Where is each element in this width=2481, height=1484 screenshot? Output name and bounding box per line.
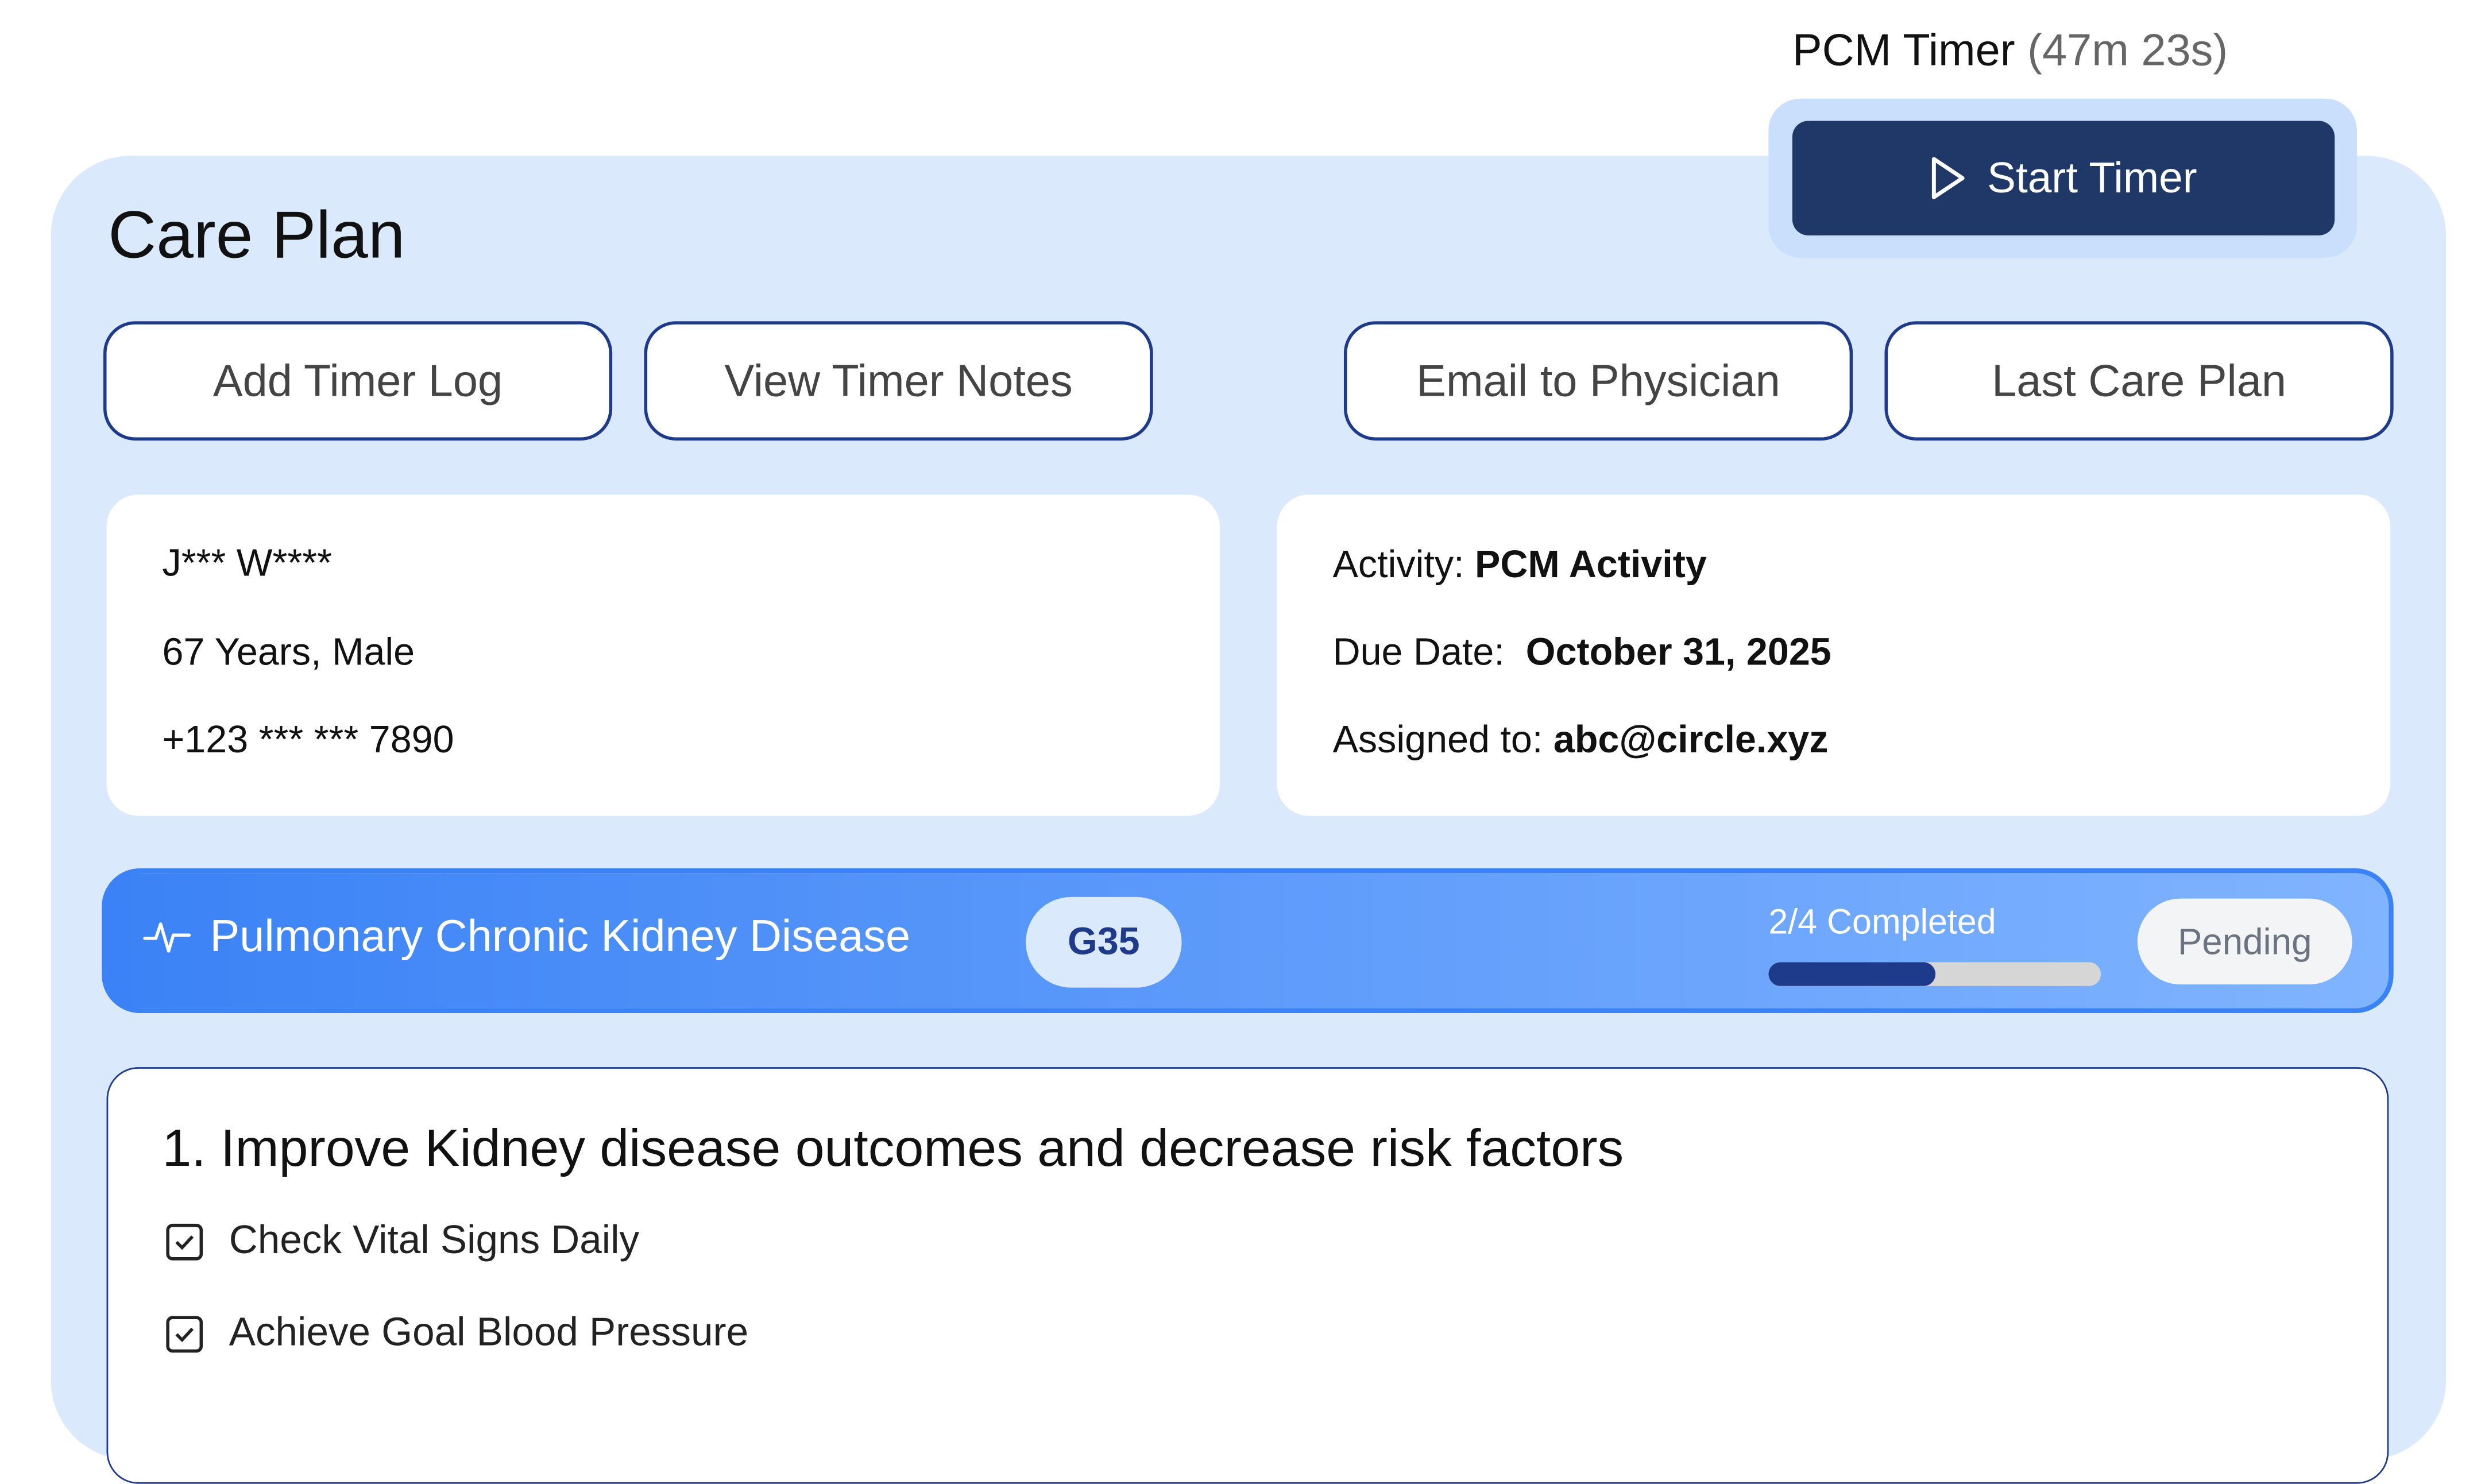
add-timer-log-button[interactable]: Add Timer Log — [103, 321, 613, 441]
activity-label: Activity: — [1332, 544, 1464, 587]
patient-phone: +123 *** *** 7890 — [162, 718, 454, 762]
goal-item-label: Check Vital Signs Daily — [229, 1218, 640, 1263]
patient-name: J*** W**** — [162, 542, 332, 586]
checkbox-checked-icon[interactable] — [165, 1222, 203, 1260]
due-date-value: October 31, 2025 — [1525, 631, 1831, 675]
condition-code-badge: G35 — [1026, 896, 1182, 988]
pcm-timer-label: PCM Timer (47m 23s) — [1792, 25, 2228, 76]
goal-item-label: Achieve Goal Blood Pressure — [229, 1310, 749, 1355]
goal-item[interactable]: Achieve Goal Blood Pressure — [165, 1311, 748, 1357]
progress-bar — [1768, 962, 2101, 986]
due-date-row: Due Date: October 31, 2025 — [1333, 631, 1831, 676]
due-date-label: Due Date: — [1332, 631, 1505, 675]
timer-elapsed: (47m 23s) — [2027, 25, 2228, 75]
assigned-value: abc@circle.xyz — [1553, 718, 1829, 762]
progress-text: 2/4 Completed — [1768, 902, 1996, 942]
activity-row: Activity: PCM Activity — [1333, 544, 1707, 589]
condition-name: Pulmonary Chronic Kidney Disease — [210, 911, 911, 961]
assigned-row: Assigned to: abc@circle.xyz — [1333, 719, 1829, 764]
page-title: Care Plan — [108, 197, 405, 272]
timer-title: PCM Timer — [1792, 25, 2015, 75]
activity-card: Activity: PCM Activity Due Date: October… — [1277, 494, 2391, 816]
progress-fill — [1768, 962, 1935, 986]
view-timer-notes-button[interactable]: View Timer Notes — [644, 321, 1153, 441]
patient-card: J*** W**** 67 Years, Male +123 *** *** 7… — [106, 494, 1220, 816]
last-care-plan-button[interactable]: Last Care Plan — [1884, 321, 2394, 441]
play-icon — [1933, 157, 1965, 199]
activity-value: PCM Activity — [1475, 544, 1707, 587]
goal-title: 1. Improve Kidney disease outcomes and d… — [162, 1118, 1624, 1177]
activity-pulse-icon — [143, 922, 191, 953]
condition-title: Pulmonary Chronic Kidney Disease — [143, 911, 910, 963]
status-badge: Pending — [2137, 898, 2352, 985]
start-timer-button[interactable]: Start Timer — [1792, 121, 2335, 235]
email-to-physician-button[interactable]: Email to Physician — [1343, 321, 1853, 441]
patient-age-sex: 67 Years, Male — [162, 631, 415, 675]
start-timer-label: Start Timer — [1987, 153, 2197, 202]
assigned-label: Assigned to: — [1332, 718, 1543, 762]
checkbox-checked-icon[interactable] — [165, 1315, 203, 1352]
condition-banner[interactable] — [102, 868, 2394, 1013]
goal-item[interactable]: Check Vital Signs Daily — [165, 1218, 639, 1264]
